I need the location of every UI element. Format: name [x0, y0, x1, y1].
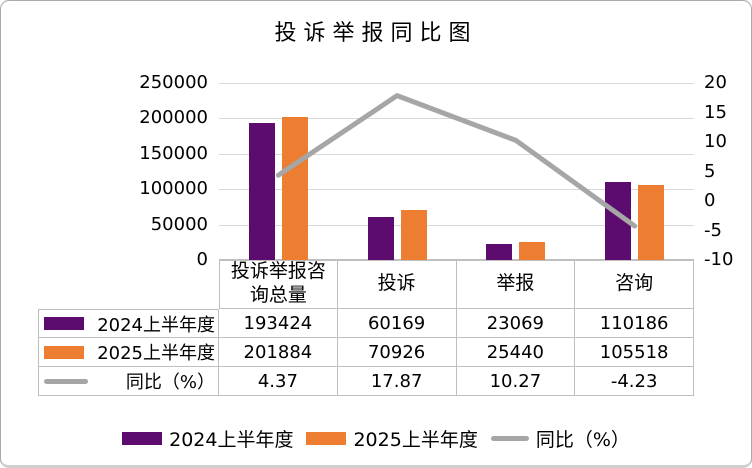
- table-value-cell: 193424: [219, 309, 338, 338]
- table-value-cell: 105518: [575, 338, 694, 367]
- left-axis-tick-label: 200000: [139, 107, 208, 129]
- legend-item-2024: 2024上半年度: [122, 425, 293, 452]
- bar-2024上半年度-投诉: [367, 217, 394, 260]
- row-line-swatch: [44, 378, 88, 384]
- table-header-cell: 投诉: [337, 260, 457, 309]
- right-axis-tick-label: 5: [704, 160, 716, 182]
- table-row-label-text: 2025上半年度: [97, 343, 215, 364]
- bar-2025上半年度-举报: [519, 241, 546, 260]
- table-value-cell: 110186: [575, 309, 694, 338]
- table-value-cell: 17.87: [337, 367, 457, 396]
- table-row-label: 2025上半年度: [38, 338, 219, 367]
- gridline: [219, 224, 694, 226]
- table-value-cell: 23069: [456, 309, 576, 338]
- legend-label-2024: 2024上半年度: [169, 429, 294, 451]
- table-header-cell: 咨询: [575, 260, 694, 309]
- right-axis-tick-label: 20: [704, 72, 727, 93]
- right-axis-tick-label: 0: [704, 190, 716, 211]
- table-row-label-text: 同比（%）: [125, 372, 215, 393]
- row-bar-swatch: [44, 345, 84, 359]
- legend-label-2025: 2025上半年度: [353, 429, 478, 451]
- right-axis-tick-label: -5: [704, 219, 722, 241]
- right-axis-tick-label: 10: [704, 131, 727, 152]
- legend: 2024上半年度 2025上半年度 同比（%）: [1, 425, 751, 452]
- left-axis-tick-label: 50000: [150, 213, 208, 235]
- table-row-label-text: 2024上半年度: [97, 314, 215, 336]
- gridline: [219, 189, 694, 191]
- legend-item-yoy: 同比（%）: [490, 425, 630, 452]
- row-bar-swatch: [44, 317, 84, 330]
- gridline: [219, 259, 694, 261]
- right-axis-tick-label: -10: [704, 249, 734, 270]
- left-axis-tick-label: 250000: [139, 72, 208, 93]
- legend-swatch-2025: [306, 432, 347, 445]
- legend-swatch-2024: [122, 432, 163, 445]
- table-value-cell: 25440: [456, 338, 576, 367]
- table-value-cell: 201884: [219, 338, 338, 367]
- bar-2025上半年度-咨询: [638, 185, 665, 260]
- yoy-line: [275, 93, 638, 229]
- table-header-cell: 举报: [456, 260, 576, 309]
- legend-item-2025: 2025上半年度: [306, 425, 478, 452]
- table-value-cell: 4.37: [219, 367, 338, 396]
- right-axis-tick-label: 15: [704, 101, 727, 123]
- table-value-cell: 60169: [337, 309, 457, 338]
- bar-2025上半年度-投诉: [400, 209, 427, 260]
- table-row-label: 2024上半年度: [38, 309, 219, 338]
- table-row-label: 同比（%）: [38, 367, 219, 396]
- gridline: [219, 83, 694, 84]
- table-value-cell: 10.27: [456, 367, 576, 396]
- bar-2025上半年度-投诉举报咨询总量: [281, 117, 308, 260]
- legend-line-swatch-yoy: [490, 436, 529, 441]
- left-axis-tick-label: 100000: [139, 178, 208, 200]
- gridline: [219, 153, 694, 155]
- bar-2024上半年度-投诉举报咨询总量: [248, 123, 275, 260]
- table-value-cell: -4.23: [575, 367, 694, 396]
- table-header-cell: 投诉举报咨询总量: [219, 260, 338, 309]
- legend-label-yoy: 同比（%）: [535, 429, 630, 451]
- bar-2024上半年度-举报: [486, 243, 513, 260]
- chart-title: 投诉举报同比图: [274, 20, 478, 45]
- left-axis-tick-label: 0: [196, 249, 208, 270]
- left-axis-tick-label: 150000: [139, 142, 208, 164]
- table-value-cell: 70926: [337, 338, 457, 367]
- line-series-layer: [275, 93, 638, 229]
